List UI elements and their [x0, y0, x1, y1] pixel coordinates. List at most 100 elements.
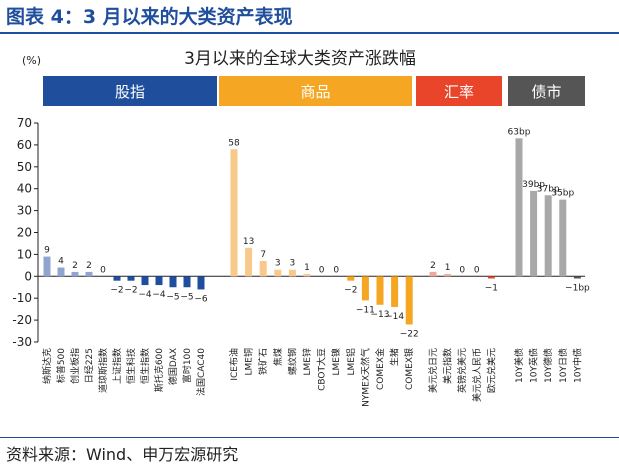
- bar: [444, 274, 452, 277]
- y-tick-label: -20: [12, 313, 32, 327]
- data-label: −4: [138, 290, 152, 300]
- category-label: ICE布油: [228, 348, 240, 381]
- category-label: 铁矿石: [257, 348, 269, 375]
- bar: [559, 199, 567, 277]
- bar: [361, 276, 369, 301]
- y-tick-label: 40: [17, 182, 32, 196]
- category-label: 法国CAC40: [195, 348, 207, 396]
- category-label: 纳斯达克: [41, 348, 53, 384]
- data-label: −2: [110, 286, 123, 296]
- bar: [487, 276, 495, 279]
- category-label: 上证指数: [111, 348, 123, 384]
- bar: [391, 276, 399, 307]
- bar: [544, 195, 552, 277]
- group-header-box: [416, 76, 502, 106]
- bar: [405, 276, 413, 325]
- category-label: 10Y美债: [513, 348, 525, 383]
- bar: [530, 190, 538, 277]
- title-rule: [0, 32, 619, 34]
- bar-chart: 3月以来的全球大类资产涨跌幅 (%) 706050403020100-10-20…: [12, 49, 590, 407]
- group-header-box: [508, 76, 585, 106]
- bar: [57, 267, 65, 277]
- group-header-box: [43, 76, 217, 106]
- y-axis-unit: (%): [22, 54, 41, 67]
- data-label: −2: [344, 286, 357, 296]
- bar: [113, 276, 121, 281]
- data-label: 0: [474, 265, 480, 275]
- source-rule: [0, 437, 619, 438]
- data-label: 7: [260, 250, 266, 260]
- data-label: −1: [485, 283, 498, 293]
- y-tick-label: -10: [12, 291, 32, 305]
- data-label: 58: [228, 138, 240, 148]
- category-label: LME镍: [330, 348, 342, 375]
- category-label: 标普500: [55, 348, 67, 383]
- category-label: 德国DAX: [167, 348, 179, 385]
- y-tick-label: -30: [12, 335, 32, 349]
- data-label: 0: [333, 265, 339, 275]
- category-label: 美元指数: [442, 348, 454, 384]
- bar: [71, 271, 79, 277]
- category-label: 英镑兑美元: [456, 348, 468, 393]
- data-label: 39bp: [522, 180, 545, 190]
- data-label: −14: [385, 312, 404, 322]
- chart-title: 3月以来的全球大类资产涨跌幅: [184, 49, 416, 69]
- data-label: 0: [319, 265, 325, 275]
- group-header-label: 商品: [300, 83, 330, 101]
- category-label: COMEX金: [374, 348, 386, 390]
- category-label: 美元兑日元: [427, 348, 439, 393]
- data-label: 0: [459, 265, 465, 275]
- bar: [85, 271, 93, 277]
- data-label: −5: [180, 292, 193, 302]
- y-tick-label: 30: [17, 204, 32, 218]
- data-label: −6: [194, 294, 208, 304]
- group-header-box: [219, 76, 412, 106]
- data-label: 3: [290, 259, 296, 269]
- data-label: −1bp: [565, 283, 590, 293]
- category-label: LME铝: [345, 348, 357, 375]
- bar: [183, 276, 191, 288]
- y-tick-label: 50: [17, 160, 32, 174]
- group-header-label: 债市: [531, 83, 561, 101]
- y-tick-label: 10: [17, 247, 32, 261]
- category-label: LME锌: [301, 348, 313, 375]
- data-label: 2: [72, 261, 78, 271]
- category-label: 生猪: [389, 348, 401, 366]
- data-label: 1: [304, 263, 310, 273]
- data-label: −22: [400, 329, 419, 339]
- data-label: −11: [356, 305, 375, 315]
- data-label: 37bp: [537, 184, 560, 194]
- source-note: 资料来源：Wind、申万宏源研究: [6, 445, 239, 464]
- data-label: 9: [44, 246, 50, 256]
- data-label: 0: [100, 265, 106, 275]
- category-label: 美元兑人民币: [471, 348, 483, 402]
- bar: [429, 271, 437, 277]
- data-label: −2: [124, 286, 137, 296]
- data-label: −4: [152, 290, 166, 300]
- category-label: COMEX银: [403, 348, 415, 390]
- category-label: 斯托克600: [153, 348, 165, 392]
- category-label: 恒生指数: [139, 348, 151, 384]
- bar: [169, 276, 177, 288]
- bar: [573, 276, 581, 279]
- y-tick-label: 70: [17, 116, 32, 130]
- bar: [155, 276, 163, 286]
- data-label: 2: [430, 261, 436, 271]
- category-label: 创业板指: [69, 348, 81, 384]
- category-label: NYMEX天然气: [359, 348, 371, 407]
- bar: [274, 269, 282, 277]
- bar: [376, 276, 384, 305]
- figure-title: 图表 4：3 月以来的大类资产表现: [6, 6, 293, 28]
- category-label: 日经225: [83, 348, 95, 383]
- category-label: 10Y日债: [557, 348, 569, 383]
- data-label: 13: [243, 237, 254, 247]
- bar: [259, 260, 267, 277]
- data-label: −5: [166, 292, 179, 302]
- data-label: 1: [445, 263, 451, 273]
- category-label: 焦煤: [272, 348, 284, 366]
- bar: [515, 138, 523, 277]
- category-label: LME铜: [243, 348, 255, 375]
- category-label: 螺纹钢: [286, 348, 298, 375]
- category-label: 恒生科技: [125, 348, 137, 384]
- category-label: 10Y德债: [542, 348, 554, 383]
